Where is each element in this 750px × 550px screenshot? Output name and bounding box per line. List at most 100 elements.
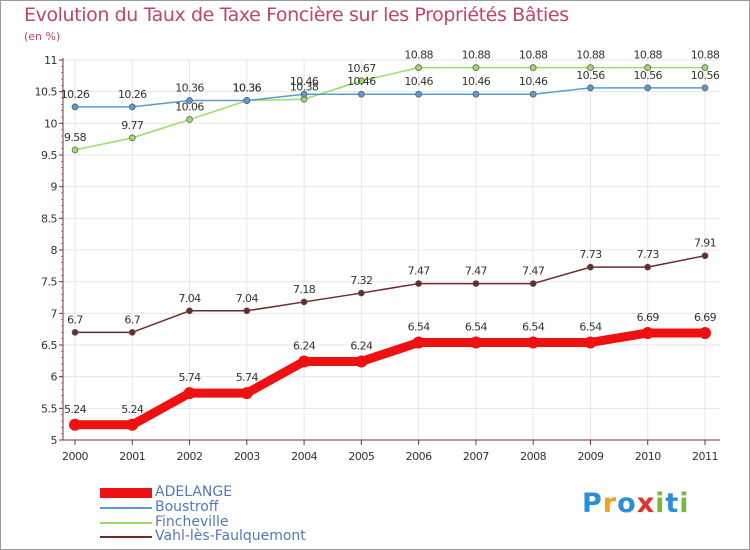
data-label-vahl-les-faulquemont: 7.47 xyxy=(522,265,545,278)
data-label-vahl-les-faulquemont: 7.18 xyxy=(293,283,316,296)
data-label-fincheville: 10.88 xyxy=(462,49,491,62)
y-tick-label: 10.5 xyxy=(35,86,58,99)
y-tick-label: 8.5 xyxy=(41,212,57,225)
logo-letter: P xyxy=(582,488,603,519)
data-point-boustroff xyxy=(186,97,193,104)
grid-layer xyxy=(63,59,720,440)
logo-letter: o xyxy=(617,488,637,519)
y-tick-label: 11 xyxy=(44,54,57,67)
y-tick-label: 10 xyxy=(44,117,57,130)
data-label-adelange: 6.69 xyxy=(637,311,660,324)
data-point-fincheville xyxy=(128,134,136,142)
data-point-fincheville xyxy=(587,64,594,71)
data-label-adelange: 6.24 xyxy=(293,339,316,352)
y-tick-label: 6.5 xyxy=(41,339,57,352)
data-label-layer: 5.24 5.24 5.74 5.74 6.24 6.24 6.54 6.54 6.54 6.54… xyxy=(61,49,721,416)
x-tick-label: 2010 xyxy=(635,450,661,463)
data-label-boustroff: 10.46 xyxy=(519,75,548,88)
logo-letter: r xyxy=(602,488,618,519)
legend-label: Boustroff xyxy=(155,499,219,515)
data-point-adelange xyxy=(469,336,482,349)
data-point-boustroff xyxy=(587,84,594,92)
data-point-fincheville xyxy=(529,64,537,71)
x-tick-label: 2005 xyxy=(348,450,374,463)
x-tick-label: 2008 xyxy=(520,450,546,463)
data-point-fincheville xyxy=(358,77,365,85)
data-point-vahl-les-faulquemont xyxy=(186,307,193,315)
data-label-boustroff: 10.46 xyxy=(404,75,433,88)
legend-label: Vahl-lès-Faulquemont xyxy=(155,528,306,544)
data-point-boustroff xyxy=(71,103,79,111)
data-label-vahl-les-faulquemont: 7.32 xyxy=(350,274,372,287)
data-label-vahl-les-faulquemont: 7.47 xyxy=(465,265,488,278)
y-tick-label: 6 xyxy=(51,371,58,384)
y-tick-label: 7.5 xyxy=(41,276,57,289)
legend-swatch-vahl-les-faulquemont xyxy=(100,536,152,538)
data-label-boustroff: 10.26 xyxy=(118,88,147,101)
data-label-boustroff: 10.46 xyxy=(462,75,491,88)
data-label-vahl-les-faulquemont: 7.47 xyxy=(408,265,431,278)
data-label-boustroff: 10.46 xyxy=(347,75,376,88)
proxiti-logo: Proxiti xyxy=(582,488,690,519)
x-tick-label: 2004 xyxy=(291,450,317,463)
y-tick-label: 7 xyxy=(51,307,58,320)
unit-label: (en %) xyxy=(24,30,61,43)
y-tick-label: 9 xyxy=(51,181,58,194)
data-point-vahl-les-faulquemont xyxy=(472,280,480,287)
data-label-vahl-les-faulquemont: 7.91 xyxy=(694,237,716,250)
data-point-vahl-les-faulquemont xyxy=(415,280,422,287)
y-tick-label: 5 xyxy=(51,434,58,447)
legend-swatch-boustroff xyxy=(100,507,152,509)
data-label-vahl-les-faulquemont: 6.7 xyxy=(124,313,140,326)
data-label-vahl-les-faulquemont: 7.04 xyxy=(236,292,259,305)
data-point-vahl-les-faulquemont xyxy=(587,263,594,271)
legend-swatch-fincheville xyxy=(100,522,152,524)
data-point-adelange xyxy=(699,326,711,339)
data-label-fincheville: 9.77 xyxy=(121,119,144,132)
data-label-boustroff: 10.36 xyxy=(175,82,204,95)
data-label-boustroff: 10.46 xyxy=(290,75,319,88)
data-label-vahl-les-faulquemont: 7.73 xyxy=(579,248,602,261)
data-label-boustroff: 10.26 xyxy=(61,88,90,101)
data-point-fincheville xyxy=(71,146,79,154)
data-point-vahl-les-faulquemont xyxy=(71,328,79,336)
x-tick-label: 2003 xyxy=(234,450,260,463)
data-label-adelange: 6.54 xyxy=(465,320,488,333)
data-label-fincheville: 10.88 xyxy=(633,49,662,62)
legend-label: Fincheville xyxy=(155,514,229,530)
data-point-boustroff xyxy=(243,97,251,104)
y-tick-label: 9.5 xyxy=(41,149,57,162)
data-label-boustroff: 10.56 xyxy=(633,69,662,82)
y-tick-label: 8 xyxy=(51,244,58,257)
logo-letter: t xyxy=(665,488,680,519)
data-label-boustroff: 10.36 xyxy=(233,82,262,95)
data-label-adelange: 6.54 xyxy=(408,320,431,333)
x-tick-label: 2006 xyxy=(406,450,432,463)
data-label-adelange: 5.74 xyxy=(178,371,201,384)
data-point-adelange xyxy=(69,418,81,431)
data-point-vahl-les-faulquemont xyxy=(529,280,537,287)
data-label-boustroff: 10.56 xyxy=(576,69,605,82)
series-layer xyxy=(69,64,711,431)
data-point-adelange xyxy=(584,336,597,349)
x-tick-label: 2011 xyxy=(692,450,718,463)
chart-title: Evolution du Taux de Taxe Foncière sur l… xyxy=(24,4,569,26)
data-label-fincheville: 10.06 xyxy=(175,101,204,114)
data-point-adelange xyxy=(298,355,311,368)
data-point-fincheville xyxy=(644,64,652,71)
data-point-adelange xyxy=(412,336,425,349)
data-label-adelange: 5.74 xyxy=(236,371,259,384)
data-label-fincheville: 10.88 xyxy=(576,49,605,62)
data-label-fincheville: 9.58 xyxy=(64,131,87,144)
x-tick-label: 2007 xyxy=(463,450,489,463)
data-label-fincheville: 10.38 xyxy=(290,80,319,93)
data-label-fincheville: 10.36 xyxy=(233,82,262,95)
legend-swatch-adelange xyxy=(100,488,152,498)
data-point-adelange xyxy=(126,418,139,431)
logo-letter: i xyxy=(679,488,690,519)
data-point-fincheville xyxy=(415,64,422,71)
data-point-fincheville xyxy=(472,64,480,71)
data-label-fincheville: 10.88 xyxy=(519,49,548,62)
x-tick-label: 2002 xyxy=(177,450,203,463)
